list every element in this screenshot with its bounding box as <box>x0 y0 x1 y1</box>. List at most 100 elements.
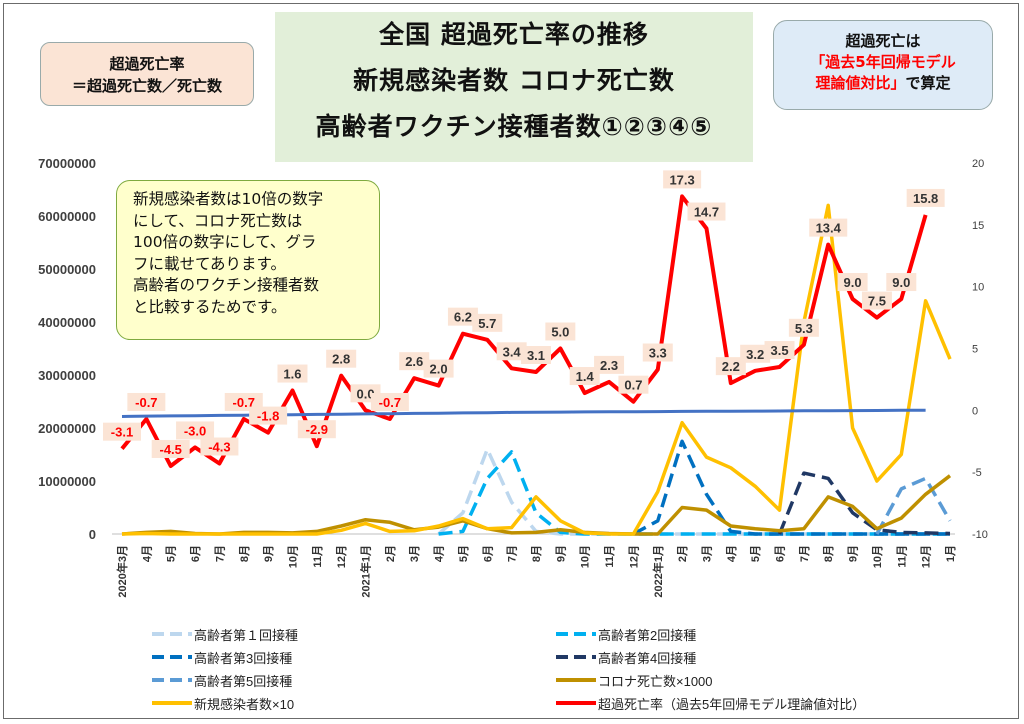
data-label: 3.2 <box>746 347 764 362</box>
data-label-bg <box>764 341 795 360</box>
legend-label-2: 高齢者第3回接種 <box>194 651 293 666</box>
y-left-tick-label: 60000000 <box>38 209 96 224</box>
data-label-bg <box>249 406 288 425</box>
data-label: 17.3 <box>669 172 694 187</box>
y-left-tick-label: 70000000 <box>38 156 96 171</box>
legend-label-4: 高齢者第5回接種 <box>194 674 293 689</box>
x-tick-label: 10月 <box>286 545 299 568</box>
data-label: -0.7 <box>135 395 157 410</box>
x-tick-label: 7月 <box>798 545 811 562</box>
note-line-6: と比較するためです。 <box>133 297 287 316</box>
data-label: 15.8 <box>913 191 938 206</box>
note-box: 新規感染者数は10倍の数字 にして、コロナ死亡数は 100倍の数字にして、グラ … <box>116 180 380 340</box>
series-line-6 <box>121 203 952 536</box>
y-right-tick-label: 10 <box>972 282 984 294</box>
series-line-5 <box>121 474 952 536</box>
x-tick-label: 12月 <box>920 545 933 568</box>
y-left-tick-label: 10000000 <box>38 474 96 489</box>
basis-line-3: 理論値対比」 <box>815 74 906 92</box>
data-label-bg <box>277 364 308 383</box>
data-label-bg <box>176 421 215 440</box>
data-label: 3.4 <box>503 344 522 359</box>
formula-line-1: 超過死亡率 <box>109 55 185 73</box>
data-label-bg <box>594 355 625 374</box>
y-right-tick-label: -5 <box>972 467 982 479</box>
series-line-8 <box>121 408 926 418</box>
legend-label-0: 高齢者第１回接種 <box>194 628 299 643</box>
x-tick-label: 9月 <box>847 545 860 562</box>
x-tick-label: 12月 <box>627 545 640 568</box>
x-tick-label: 11月 <box>311 545 324 568</box>
data-label-bg <box>521 345 551 364</box>
x-tick-label: 7月 <box>213 545 226 562</box>
data-label-bg <box>472 313 503 332</box>
series-line-3 <box>777 471 951 536</box>
x-tick-label: 5月 <box>165 545 178 562</box>
x-tick-label: 2月 <box>384 545 397 562</box>
chart-title-line-2: 新規感染者数 コロナ死亡数 <box>353 66 675 95</box>
data-label: 2.2 <box>722 359 740 374</box>
x-tick-label: 3月 <box>700 545 713 562</box>
chart-title-box: 全国 超過死亡率の推移 新規感染者数 コロナ死亡数 高齢者ワクチン接種者数①②③… <box>275 12 753 162</box>
note-line-5: 高齢者のワクチン接種者数 <box>133 276 320 294</box>
data-label-bg <box>326 349 357 368</box>
data-label: 2.3 <box>600 358 618 373</box>
note-line-4: フに載せてあります。 <box>133 254 286 273</box>
data-label-bg <box>224 392 263 411</box>
legend-label-7: 超過死亡率（過去5年回帰モデル理論値対比） <box>598 697 866 712</box>
x-tick-label: 6月 <box>189 545 202 562</box>
x-tick-label: 10月 <box>579 545 592 568</box>
data-label: -2.9 <box>306 422 328 437</box>
chart-title-line-3: 高齢者ワクチン接種者数①②③④⑤ <box>315 112 713 141</box>
y-right-tick-label: 15 <box>972 220 984 232</box>
data-label-bg <box>200 437 239 456</box>
data-label-bg <box>103 422 141 441</box>
data-label-bg <box>399 352 430 371</box>
legend-lines <box>152 632 596 705</box>
chart-title-line-1: 全国 超過死亡率の推移 <box>379 20 649 49</box>
data-label-bg <box>788 318 819 337</box>
x-tick-label: 2021年1月 <box>359 545 373 598</box>
basis-line-2: 「過去5年回帰モデル <box>810 53 956 71</box>
data-label-bg <box>127 392 166 411</box>
data-label-bg <box>569 367 600 386</box>
data-label: 3.5 <box>770 343 788 358</box>
y-left-tick-label: 30000000 <box>38 368 96 383</box>
data-label: -4.3 <box>208 440 230 455</box>
x-tick-label: 6月 <box>481 545 494 562</box>
data-label-bg <box>861 291 892 310</box>
x-tick-label: 2月 <box>676 545 689 562</box>
y-left-tick-label: 0 <box>89 527 96 542</box>
data-label: 2.0 <box>430 362 448 377</box>
series-line-1 <box>438 450 950 536</box>
legend-label-6: 新規感染者数×10 <box>194 697 295 712</box>
data-label: -0.7 <box>233 395 255 410</box>
data-label: 14.7 <box>694 205 719 220</box>
x-tick-label: 8月 <box>530 545 543 562</box>
legend-label-1: 高齢者第2回接種 <box>598 628 697 643</box>
note-line-1: 新規感染者数は10倍の数字 <box>133 190 324 208</box>
data-label: 0.0 <box>356 386 374 401</box>
data-label-bg <box>837 273 868 292</box>
data-label-bg <box>151 439 190 458</box>
data-label-bg <box>423 359 454 378</box>
basis-box: 超過死亡は 「過去5年回帰モデル 理論値対比」で算定 <box>773 20 993 110</box>
data-label: 2.6 <box>405 354 423 369</box>
x-tick-label: 4月 <box>140 545 153 562</box>
data-label: 5.7 <box>478 316 496 331</box>
x-tick-label: 3月 <box>408 545 421 562</box>
x-tick-label: 10月 <box>871 545 884 568</box>
x-tick-label: 9月 <box>554 545 567 562</box>
data-label: 9.0 <box>892 275 910 290</box>
y-left-tick-label: 20000000 <box>38 421 96 436</box>
y-right-tick-label: 20 <box>972 158 984 170</box>
x-tick-label: 11月 <box>603 545 616 568</box>
data-labels: -3.1-0.7-4.5-3.0-4.3-0.7-1.81.6-2.92.80.… <box>103 170 945 458</box>
data-label-bg <box>496 342 527 361</box>
data-label: 1.4 <box>576 369 595 384</box>
data-label-bg <box>740 344 771 363</box>
x-tick-label: 12月 <box>335 545 348 568</box>
data-label-bg <box>715 357 746 376</box>
basis-line-4: で算定 <box>905 74 951 92</box>
